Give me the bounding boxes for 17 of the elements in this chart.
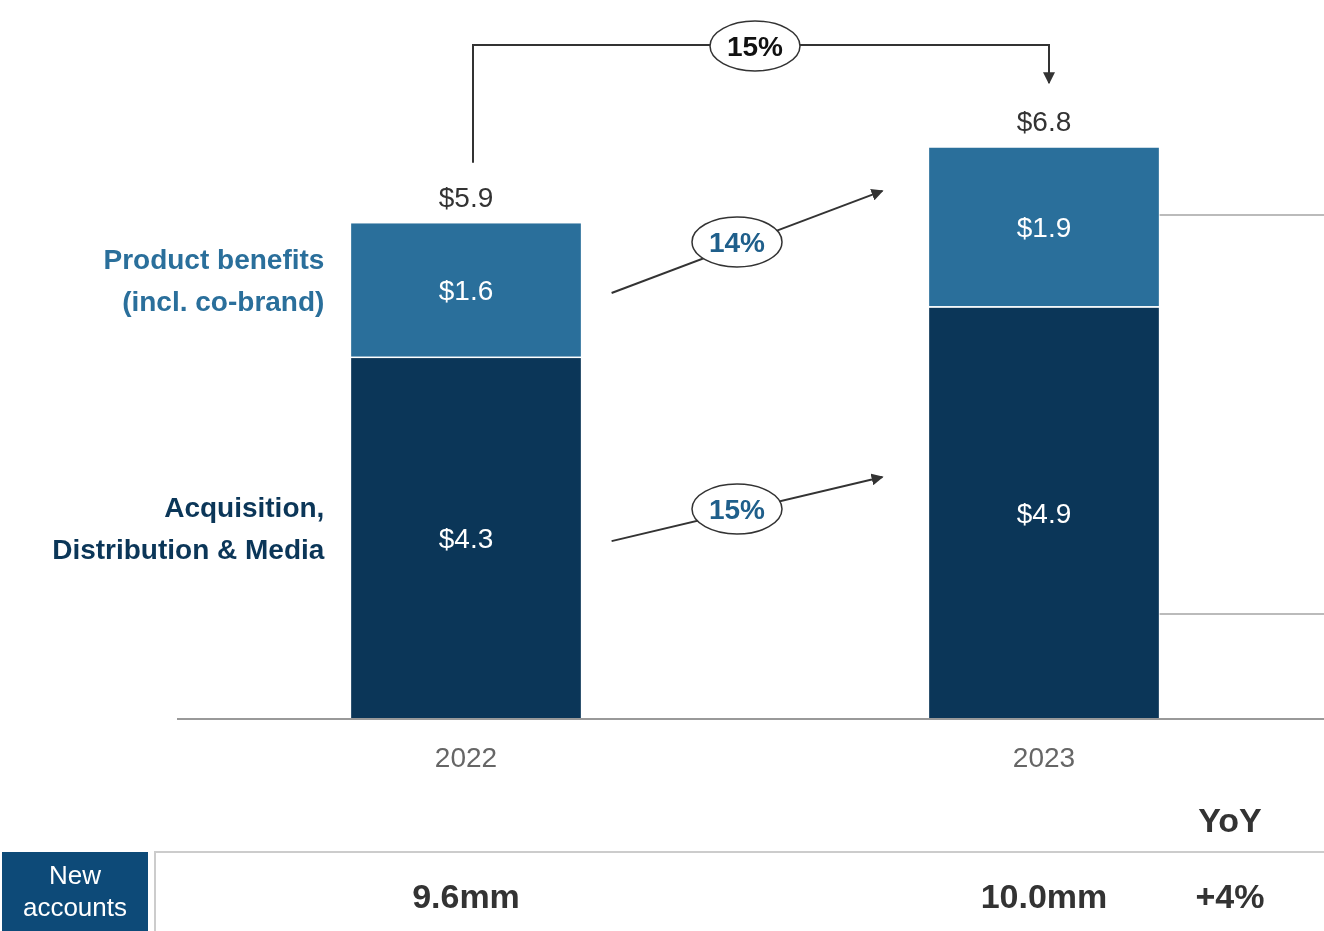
data-label: $4.9 — [1016, 497, 1072, 529]
x-tick-label: 2023 — [1012, 742, 1076, 773]
text: 10.0mm — [980, 877, 1108, 915]
x-tick-label: 2022 — [434, 742, 498, 773]
data-label: $1.6 — [438, 274, 494, 306]
series-label: Product benefits (incl. co-brand) — [103, 244, 325, 317]
text: +4% — [1195, 877, 1265, 915]
text: YoY — [1198, 801, 1263, 839]
data-label: $1.9 — [1016, 211, 1072, 243]
annotation: 15% — [708, 493, 766, 525]
total-label: $5.9 — [438, 181, 494, 213]
total-label: $6.8 — [1016, 106, 1072, 137]
text: 9.6mm — [412, 877, 520, 915]
series-label: Acquisition, Distribution & Media — [52, 492, 325, 566]
data-label: $4.3 — [438, 522, 494, 554]
annotation: 14% — [708, 226, 766, 258]
text: New accounts — [22, 860, 128, 922]
